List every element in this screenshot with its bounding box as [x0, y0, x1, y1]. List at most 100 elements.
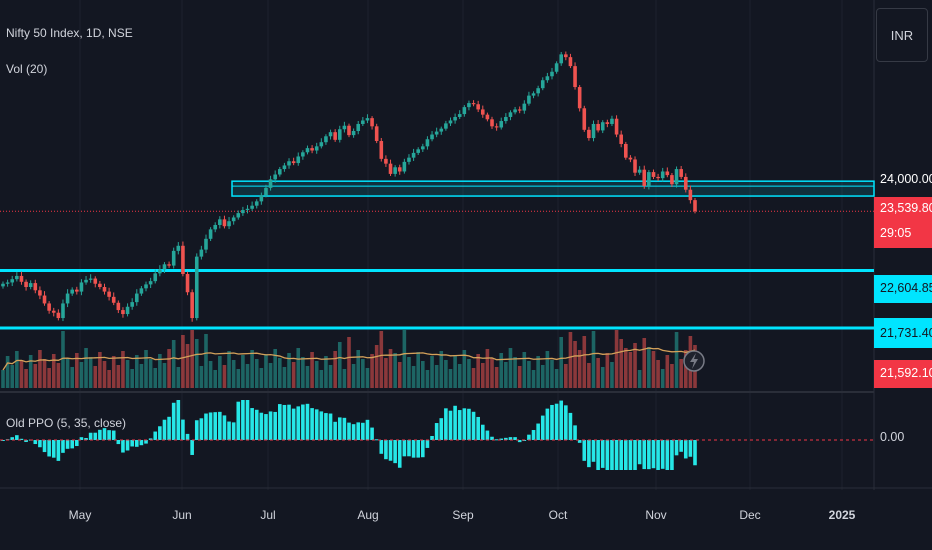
- volume-bar: [1, 370, 5, 388]
- candle-body: [291, 161, 296, 164]
- candle-body: [190, 292, 194, 319]
- volume-bar: [596, 358, 600, 388]
- candle-body: [610, 118, 614, 124]
- volume-bar: [310, 352, 314, 388]
- ppo-bar: [213, 412, 218, 440]
- ppo-bar: [683, 440, 688, 459]
- candle-body: [374, 126, 379, 142]
- volume-bar: [504, 362, 508, 388]
- volume-bar: [153, 368, 158, 388]
- candle-body: [181, 245, 185, 275]
- candle-body: [665, 171, 670, 176]
- currency-button[interactable]: INR: [876, 8, 928, 62]
- grid: [0, 0, 932, 490]
- volume-bar: [333, 351, 337, 388]
- level-mid-tag: 22,604.85: [874, 275, 932, 303]
- ppo-bar: [365, 419, 370, 440]
- candle-body: [231, 217, 236, 222]
- candle-body: [522, 103, 527, 111]
- candle-body: [670, 175, 674, 185]
- volume-legend[interactable]: Vol (20): [6, 62, 48, 76]
- ppo-bar: [374, 439, 379, 441]
- ppo-bar: [545, 408, 550, 440]
- ppo-bar: [273, 411, 277, 440]
- volume-bar: [637, 370, 642, 388]
- volume-bar: [379, 331, 384, 388]
- ppo-bar: [610, 440, 614, 470]
- candle-body: [218, 219, 222, 225]
- ppo-bar: [153, 431, 158, 440]
- ppo-bar: [457, 410, 462, 440]
- ppo-bar: [47, 440, 51, 457]
- ppo-bar: [245, 400, 250, 440]
- month-label: Oct: [548, 508, 568, 522]
- ppo-bar: [222, 415, 227, 440]
- ppo-bar: [65, 440, 70, 449]
- ppo-bar: [591, 440, 596, 462]
- candle-body: [42, 295, 47, 304]
- volume-bar: [587, 363, 591, 388]
- ppo-bar: [93, 432, 98, 440]
- ppo-bar: [79, 437, 84, 440]
- volume-bar: [28, 355, 33, 388]
- candle-body: [416, 149, 420, 153]
- volume-bar: [158, 354, 162, 388]
- candle-body: [194, 256, 199, 319]
- volume-bar: [527, 361, 531, 388]
- candle-body: [550, 71, 554, 77]
- month-label: Dec: [739, 508, 761, 522]
- candle-body: [633, 159, 637, 173]
- volume-bar: [421, 361, 425, 388]
- volume-bar: [111, 356, 116, 388]
- candle-body: [439, 128, 444, 132]
- candle-body: [259, 195, 264, 202]
- ppo-bar: [568, 412, 573, 440]
- volume-bar: [628, 352, 633, 388]
- ppo-bar: [278, 404, 282, 440]
- ppo-bar: [462, 408, 467, 440]
- candle-body: [457, 114, 462, 117]
- prev-close-tag: 21,592.10: [874, 360, 932, 388]
- candle-body: [480, 109, 485, 115]
- ppo-bar: [361, 422, 365, 440]
- overlay-lines: [0, 347, 874, 441]
- candle-body: [504, 116, 508, 122]
- volume-bar: [305, 366, 310, 388]
- volume-bar: [642, 338, 647, 388]
- candle-body: [688, 189, 693, 201]
- ppo-bar: [402, 440, 407, 457]
- volume-bar: [550, 360, 554, 388]
- candle-body: [15, 275, 19, 280]
- symbol-legend[interactable]: Nifty 50 Index, 1D, NSE: [6, 26, 133, 40]
- volume-bar: [564, 364, 568, 388]
- ppo-bar: [480, 424, 485, 440]
- volume-bar: [337, 342, 342, 388]
- ppo-bar: [236, 401, 241, 440]
- volume-bar: [485, 349, 490, 388]
- ppo-bar: [314, 409, 319, 440]
- ppo-bar: [444, 408, 448, 440]
- candle-body: [328, 132, 333, 137]
- candle-body: [278, 169, 282, 175]
- candle-body: [490, 119, 494, 127]
- volume-bar: [540, 365, 545, 388]
- ppo-bar: [504, 437, 508, 440]
- ppo-bar: [190, 440, 194, 455]
- month-label: Jul: [260, 508, 276, 522]
- volume-bar: [291, 362, 296, 388]
- volume-bar: [365, 368, 370, 388]
- candle-body: [407, 157, 411, 162]
- volume-bar: [102, 361, 107, 388]
- ppo-bar: [15, 435, 19, 440]
- ppo-bar: [600, 440, 605, 468]
- volume-bar: [407, 357, 411, 388]
- ppo-bar: [665, 440, 670, 470]
- volume-bar: [10, 365, 15, 388]
- volume-bar: [536, 356, 540, 388]
- volume-bar: [93, 366, 98, 388]
- volume-bar: [393, 353, 397, 388]
- ppo-legend[interactable]: Old PPO (5, 35, close): [6, 416, 127, 430]
- volume-bar: [328, 365, 333, 388]
- ppo-bar: [490, 436, 494, 440]
